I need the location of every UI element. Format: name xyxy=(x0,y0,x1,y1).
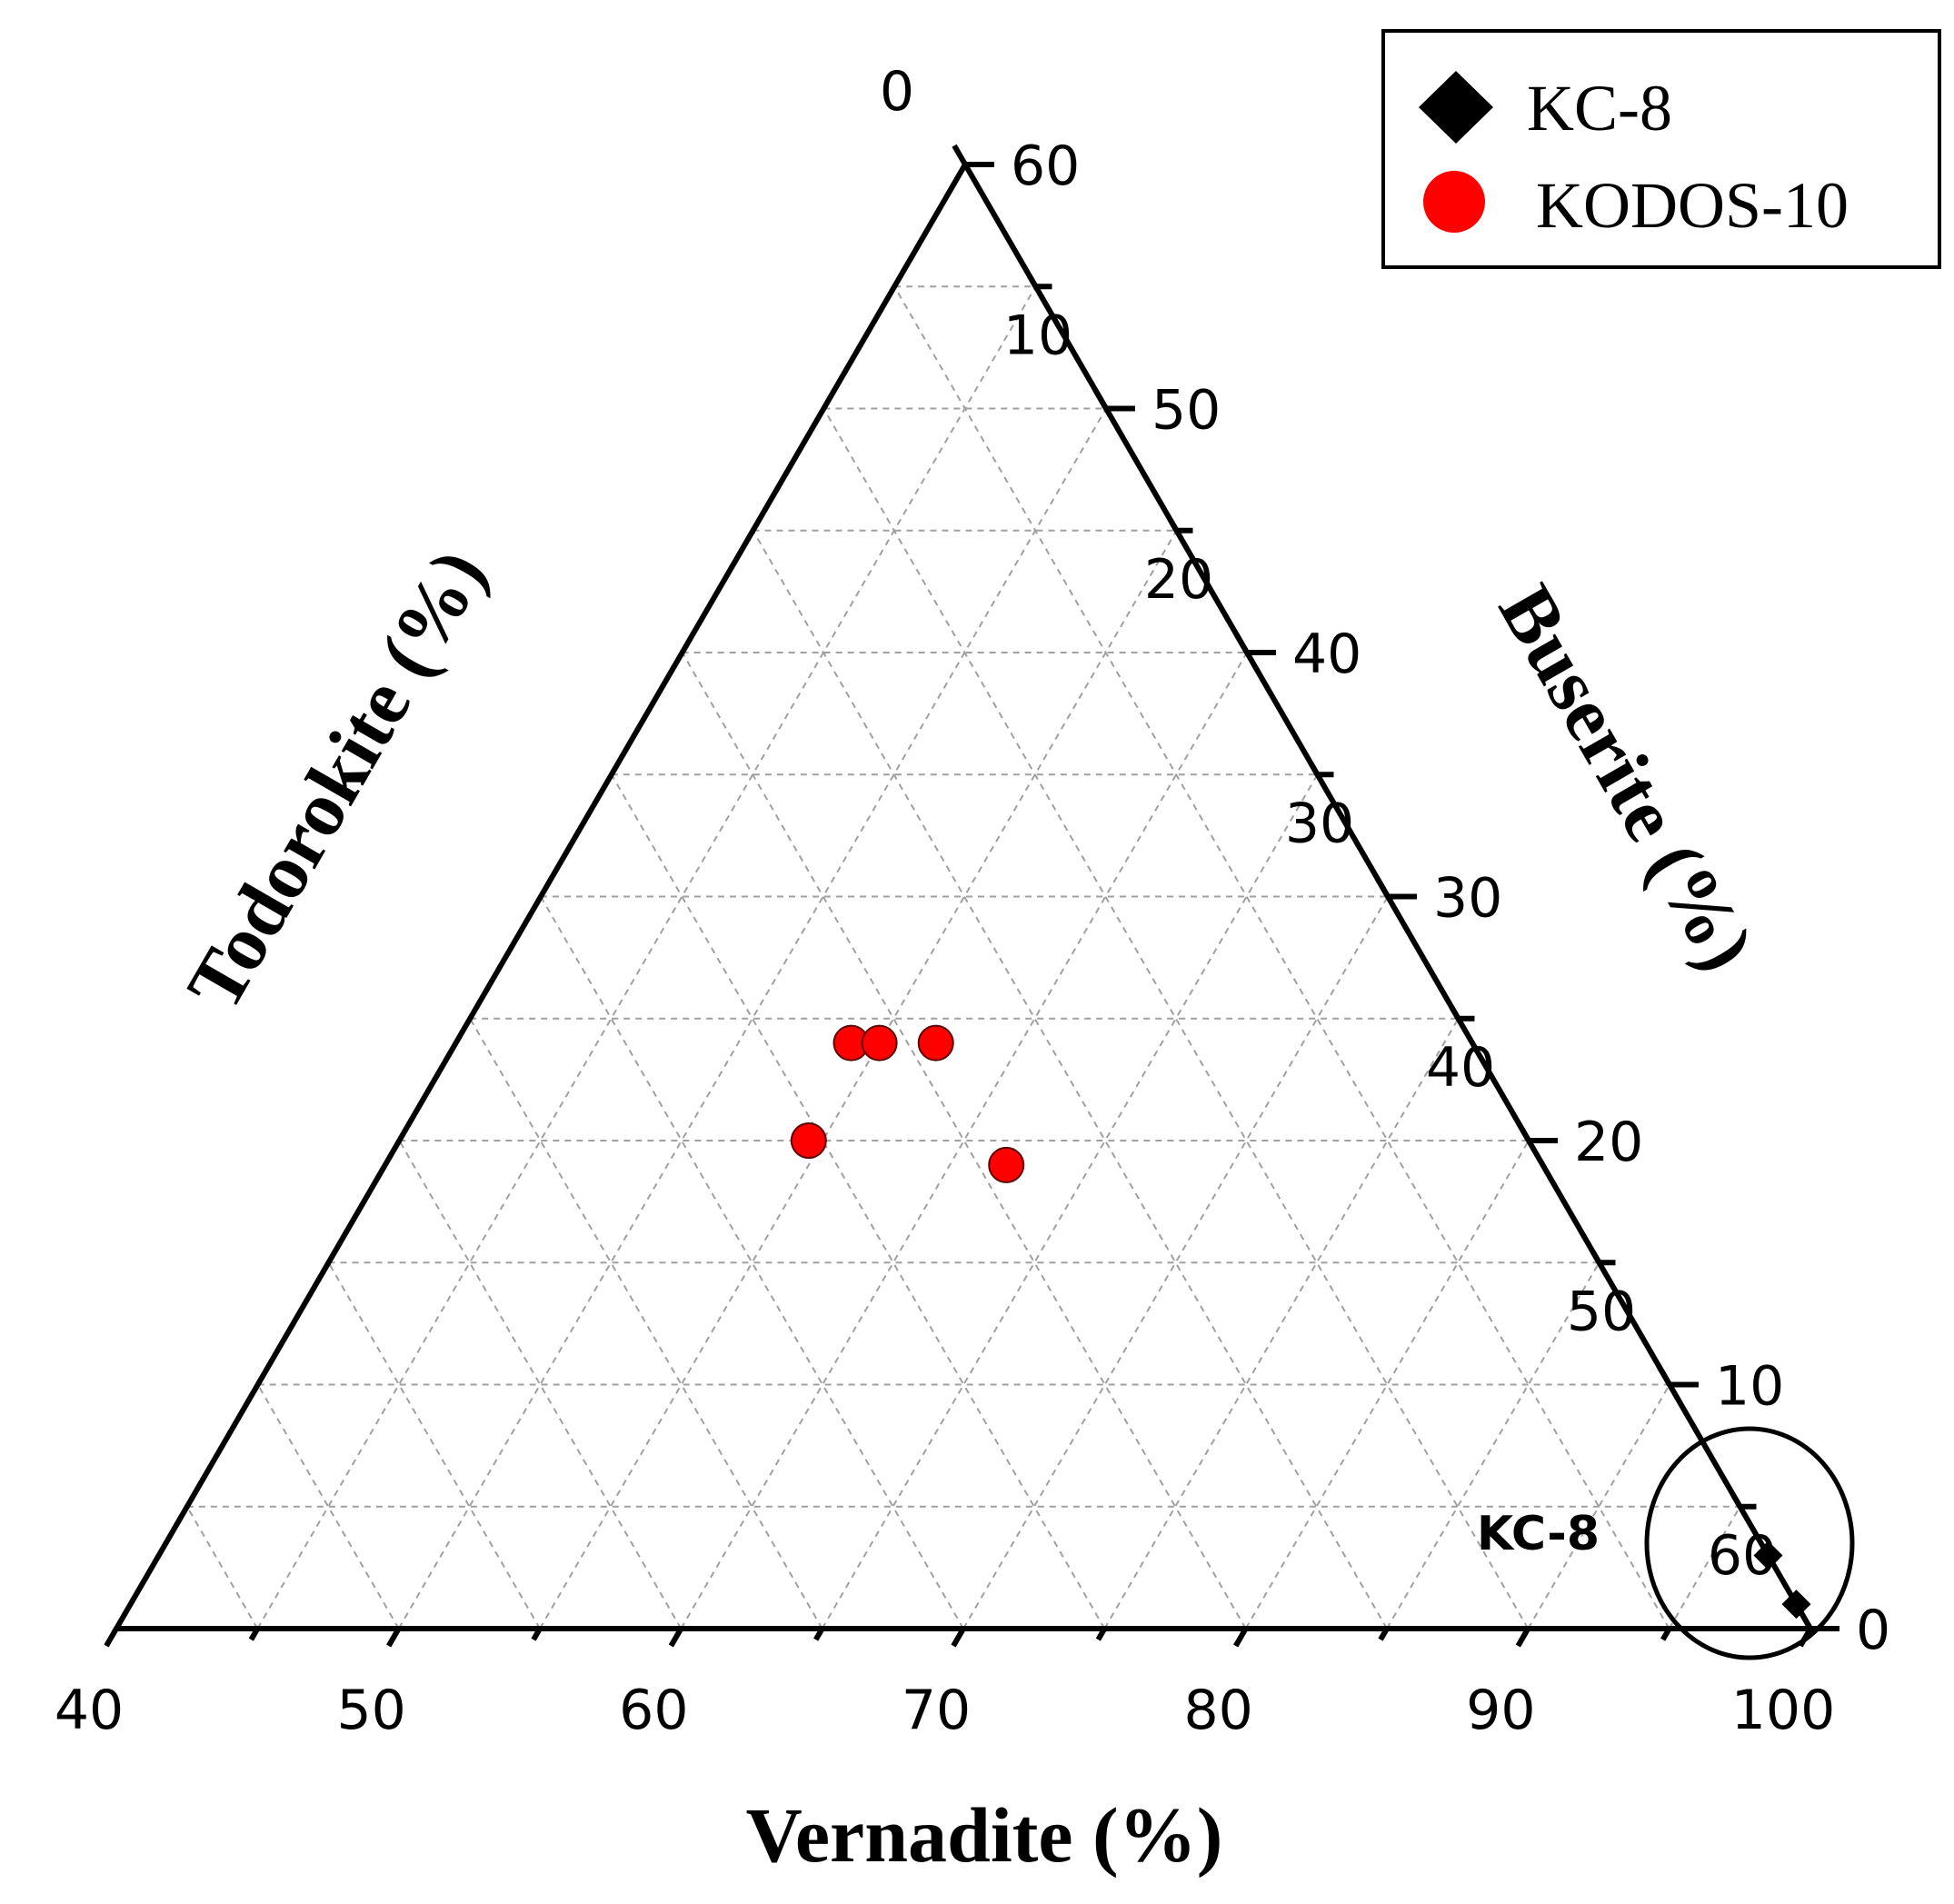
tick-label-buserite: 20 xyxy=(1574,1111,1643,1174)
tick-label-todorokite: 40 xyxy=(1426,1036,1495,1100)
tick-label-todorokite: 20 xyxy=(1144,548,1213,612)
bottom-axis-title: Vernadite (%) xyxy=(746,1791,1223,1879)
grid-line-todorokite xyxy=(185,1506,259,1630)
grid-line-todorokite xyxy=(681,652,1247,1630)
grid-line-vernadite xyxy=(397,407,1107,1630)
tick-major-vernadite xyxy=(951,1627,966,1648)
grid-line-vernadite xyxy=(821,773,1319,1630)
tick-label-buserite: 50 xyxy=(1151,379,1221,443)
tick-minor-vernadite xyxy=(813,1627,825,1641)
tick-minor-todorokite xyxy=(1308,762,1321,776)
tick-label-vernadite: 70 xyxy=(902,1679,971,1742)
legend-box xyxy=(1381,29,1941,269)
tick-minor-todorokite xyxy=(1167,518,1180,533)
tick-major-todorokite xyxy=(1233,632,1250,654)
grid-lines xyxy=(185,285,1741,1630)
tick-label-vernadite: 80 xyxy=(1183,1679,1252,1742)
data-point-kodos10 xyxy=(917,1024,954,1062)
grid-line-vernadite xyxy=(1103,1018,1460,1630)
tick-minor-vernadite xyxy=(248,1627,260,1641)
data-point-kodos10 xyxy=(988,1146,1025,1183)
tick-minor-vernadite xyxy=(1095,1627,1107,1641)
tick-minor-todorokite xyxy=(1730,1494,1743,1509)
tick-minor-vernadite xyxy=(531,1627,543,1641)
tick-label-todorokite: 30 xyxy=(1285,793,1354,856)
grid-line-todorokite xyxy=(752,530,1388,1630)
tick-major-vernadite xyxy=(668,1627,683,1648)
tick-major-vernadite xyxy=(1233,1627,1249,1648)
highlight-circle xyxy=(1644,1426,1855,1660)
tick-major-vernadite xyxy=(1515,1627,1530,1648)
tick-label-buserite: 10 xyxy=(1715,1355,1784,1419)
tick-major-todorokite xyxy=(1656,1364,1672,1387)
tick-label-todorokite: 50 xyxy=(1567,1281,1636,1344)
data-point-kc8 xyxy=(1753,1540,1783,1570)
tick-minor-todorokite xyxy=(1026,274,1039,288)
tick-label-buserite: 0 xyxy=(1856,1599,1890,1662)
tick-major-todorokite xyxy=(1374,876,1391,899)
tick-major-todorokite xyxy=(952,144,968,166)
tick-label-buserite: 60 xyxy=(1011,135,1080,198)
tick-marks xyxy=(104,144,1839,1648)
tick-label-buserite: 30 xyxy=(1433,867,1502,931)
legend-label-kodos10: KODOS-10 xyxy=(1536,169,1849,242)
right-axis-title: Buserite (%) xyxy=(1482,571,1771,984)
tick-label-vernadite: 100 xyxy=(1731,1679,1836,1742)
grid-line-todorokite xyxy=(469,1018,823,1630)
tick-major-todorokite xyxy=(1092,388,1109,411)
tick-label-todorokite: 10 xyxy=(1003,304,1072,368)
data-point-kc8 xyxy=(1781,1590,1811,1620)
tick-label-buserite: 40 xyxy=(1292,623,1361,686)
grid-line-todorokite xyxy=(610,773,1106,1630)
legend-marker-diamond xyxy=(1419,71,1493,144)
tick-label-vernadite: 60 xyxy=(619,1679,688,1742)
left-axis-title: Todorokite (%) xyxy=(170,534,503,1023)
tick-minor-todorokite xyxy=(1449,1006,1461,1021)
data-points xyxy=(790,1024,1811,1620)
tick-major-vernadite xyxy=(386,1627,402,1648)
grid-line-vernadite xyxy=(256,285,1037,1630)
data-point-kodos10 xyxy=(861,1024,898,1062)
tick-major-vernadite xyxy=(104,1627,119,1648)
data-point-kodos10 xyxy=(790,1122,827,1159)
tick-label-vernadite: 40 xyxy=(55,1679,124,1742)
triangle-frame xyxy=(111,159,1816,1631)
tick-label-todorokite: 0 xyxy=(880,60,914,124)
tick-labels: 40 50 60 70 80 90 1000102030405060010203040506… xyxy=(55,60,1890,1742)
legend-label-kc8: KC-8 xyxy=(1527,72,1672,145)
tick-major-todorokite xyxy=(1515,1120,1531,1142)
triangle-outline xyxy=(111,159,1816,1631)
tick-label-vernadite: 90 xyxy=(1466,1679,1535,1742)
grid-line-vernadite xyxy=(539,530,1178,1630)
grid-line-todorokite xyxy=(327,1261,541,1630)
tick-minor-vernadite xyxy=(1660,1627,1672,1641)
tick-minor-todorokite xyxy=(1590,1250,1602,1264)
grid-line-todorokite xyxy=(893,285,1670,1630)
legend-marker-circle xyxy=(1423,171,1485,233)
legend: KC-8 KODOS-10 xyxy=(1381,29,1941,269)
tick-label-vernadite: 50 xyxy=(336,1679,405,1742)
grid-line-todorokite xyxy=(822,408,1530,1630)
kc8-annotation: KC-8 xyxy=(1477,1507,1600,1561)
tick-minor-vernadite xyxy=(1378,1627,1390,1641)
